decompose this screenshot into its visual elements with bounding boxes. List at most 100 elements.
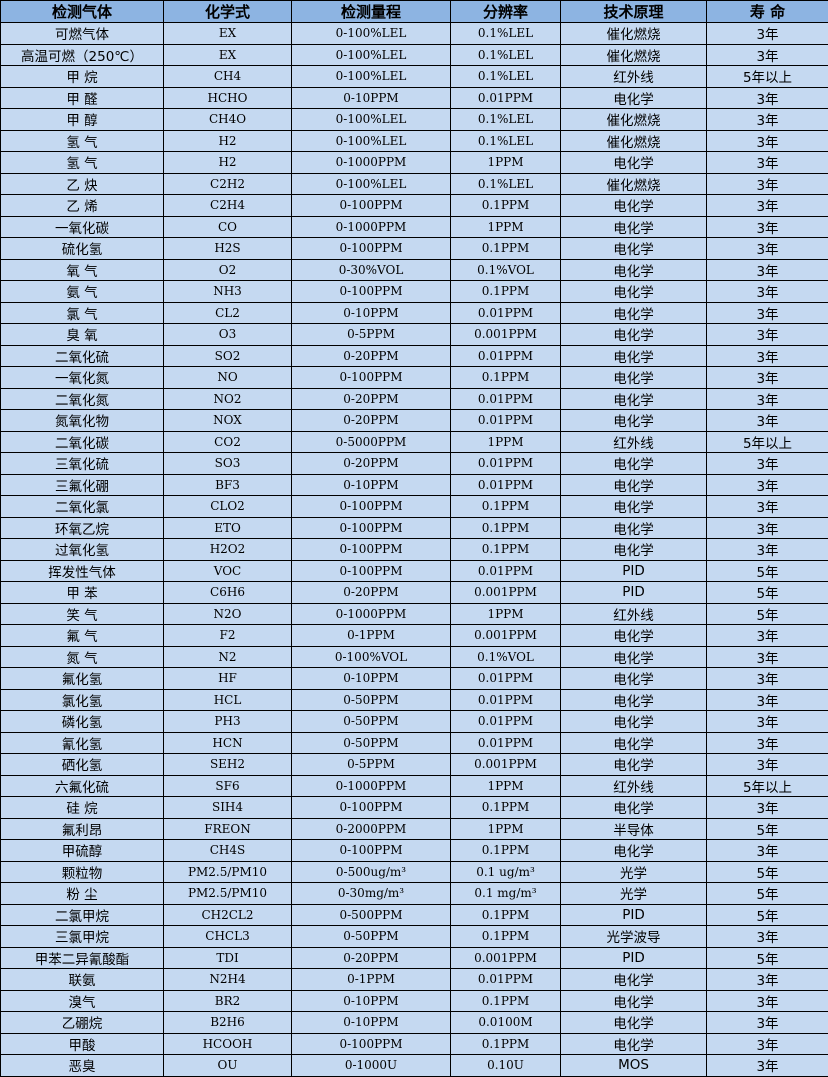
cell-principle: 催化燃烧 (561, 23, 707, 45)
cell-gas-name: 甲硫醇 (1, 840, 164, 862)
cell-resolution: 1PPM (451, 775, 561, 797)
cell-principle: 电化学 (561, 797, 707, 819)
cell-resolution: 0.1%LEL (451, 23, 561, 45)
cell-gas-name: 氟利昂 (1, 818, 164, 840)
cell-range: 0-1000U (292, 1055, 451, 1077)
cell-lifespan: 3年 (707, 410, 828, 432)
cell-resolution: 1PPM (451, 152, 561, 174)
cell-gas-name: 三氯甲烷 (1, 926, 164, 948)
cell-lifespan: 3年 (707, 87, 828, 109)
cell-lifespan: 3年 (707, 668, 828, 690)
cell-principle: 电化学 (561, 345, 707, 367)
cell-range: 0-1000PPM (292, 775, 451, 797)
cell-resolution: 0.1PPM (451, 797, 561, 819)
cell-resolution: 0.1%LEL (451, 173, 561, 195)
cell-range: 0-500PPM (292, 904, 451, 926)
cell-gas-name: 二氧化氮 (1, 388, 164, 410)
cell-range: 0-100%LEL (292, 66, 451, 88)
cell-range: 0-1PPM (292, 969, 451, 991)
cell-range: 0-100%LEL (292, 130, 451, 152)
cell-range: 0-10PPM (292, 668, 451, 690)
cell-gas-name: 硅 烷 (1, 797, 164, 819)
cell-range: 0-100PPM (292, 539, 451, 561)
cell-principle: 电化学 (561, 238, 707, 260)
cell-principle: 电化学 (561, 668, 707, 690)
cell-resolution: 0.1PPM (451, 195, 561, 217)
cell-range: 0-10PPM (292, 990, 451, 1012)
cell-principle: 电化学 (561, 324, 707, 346)
cell-resolution: 0.01PPM (451, 732, 561, 754)
cell-resolution: 0.01PPM (451, 711, 561, 733)
cell-formula: N2H4 (164, 969, 292, 991)
cell-formula: F2 (164, 625, 292, 647)
cell-resolution: 1PPM (451, 818, 561, 840)
cell-principle: 电化学 (561, 259, 707, 281)
cell-gas-name: 硫化氢 (1, 238, 164, 260)
cell-range: 0-500ug/m³ (292, 861, 451, 883)
cell-gas-name: 氟 气 (1, 625, 164, 647)
cell-formula: SF6 (164, 775, 292, 797)
cell-gas-name: 硒化氢 (1, 754, 164, 776)
cell-lifespan: 3年 (707, 840, 828, 862)
cell-principle: 电化学 (561, 152, 707, 174)
cell-gas-name: 一氧化氮 (1, 367, 164, 389)
cell-gas-name: 氢 气 (1, 152, 164, 174)
cell-range: 0-100PPM (292, 1033, 451, 1055)
cell-principle: 红外线 (561, 431, 707, 453)
cell-formula: NOX (164, 410, 292, 432)
header-gas-name: 检测气体 (1, 1, 164, 23)
cell-principle: PID (561, 582, 707, 604)
cell-formula: C6H6 (164, 582, 292, 604)
cell-resolution: 0.001PPM (451, 582, 561, 604)
cell-resolution: 0.01PPM (451, 474, 561, 496)
cell-gas-name: 甲酸 (1, 1033, 164, 1055)
cell-gas-name: 二氧化氯 (1, 496, 164, 518)
cell-gas-name: 可燃气体 (1, 23, 164, 45)
cell-range: 0-5PPM (292, 754, 451, 776)
cell-gas-name: 乙 烯 (1, 195, 164, 217)
cell-gas-name: 颗粒物 (1, 861, 164, 883)
cell-lifespan: 3年 (707, 130, 828, 152)
cell-gas-name: 粉 尘 (1, 883, 164, 905)
cell-principle: 电化学 (561, 754, 707, 776)
cell-principle: 电化学 (561, 367, 707, 389)
cell-principle: 电化学 (561, 302, 707, 324)
cell-resolution: 0.1 mg/m³ (451, 883, 561, 905)
cell-gas-name: 乙 炔 (1, 173, 164, 195)
cell-lifespan: 3年 (707, 345, 828, 367)
cell-formula: HF (164, 668, 292, 690)
cell-resolution: 0.01PPM (451, 87, 561, 109)
cell-resolution: 0.01PPM (451, 345, 561, 367)
cell-formula: TDI (164, 947, 292, 969)
cell-lifespan: 3年 (707, 281, 828, 303)
cell-lifespan: 3年 (707, 754, 828, 776)
cell-lifespan: 5年 (707, 861, 828, 883)
cell-principle: 红外线 (561, 775, 707, 797)
cell-formula: PH3 (164, 711, 292, 733)
cell-gas-name: 甲 醛 (1, 87, 164, 109)
cell-range: 0-10PPM (292, 87, 451, 109)
cell-principle: 电化学 (561, 840, 707, 862)
cell-principle: 电化学 (561, 216, 707, 238)
cell-lifespan: 5年 (707, 883, 828, 905)
cell-gas-name: 氯 气 (1, 302, 164, 324)
cell-principle: 电化学 (561, 625, 707, 647)
cell-lifespan: 3年 (707, 474, 828, 496)
cell-resolution: 1PPM (451, 603, 561, 625)
cell-resolution: 0.1PPM (451, 496, 561, 518)
cell-formula: CO (164, 216, 292, 238)
cell-resolution: 0.001PPM (451, 324, 561, 346)
